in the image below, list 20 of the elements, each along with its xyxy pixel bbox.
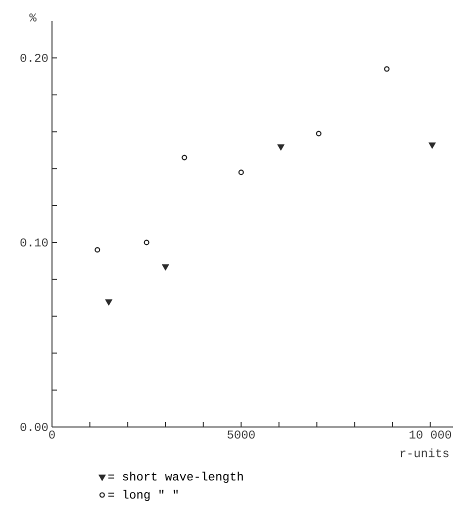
x-tick-label: 5000 xyxy=(228,430,255,439)
point xyxy=(105,299,112,306)
point xyxy=(384,66,390,72)
x-tick-label: 10 000 xyxy=(410,430,452,439)
point xyxy=(94,247,100,253)
point xyxy=(316,130,322,136)
x-axis-title: r-units xyxy=(400,448,448,458)
y-tick-label: 0.10 xyxy=(20,238,48,246)
point xyxy=(277,144,285,151)
y-tick-label: 0.00 xyxy=(20,422,48,432)
point xyxy=(428,142,436,149)
x-tick-label: 0 xyxy=(49,430,55,439)
point xyxy=(238,170,244,176)
legend-label: = short wave-length xyxy=(108,472,243,483)
point xyxy=(144,240,150,246)
point xyxy=(182,154,188,160)
point xyxy=(162,264,170,271)
legend-label: = long " " xyxy=(108,490,178,502)
y-tick-label: 0.20 xyxy=(20,54,48,62)
y-axis-title: % xyxy=(29,13,37,22)
